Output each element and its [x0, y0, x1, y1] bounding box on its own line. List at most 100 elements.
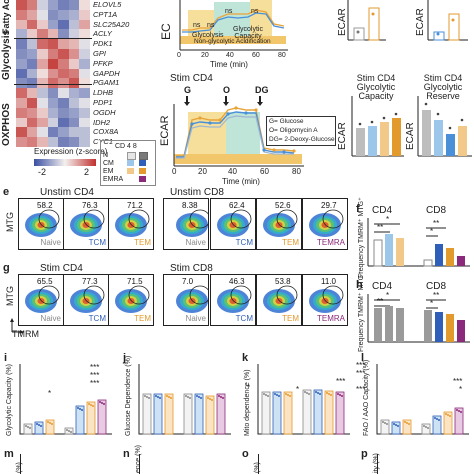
ecar-ylabel: ECAR: [337, 8, 348, 36]
gene-label: SLC25A20: [93, 19, 130, 29]
subset-label: Naive: [185, 238, 206, 247]
gate-percentage: 11.0: [321, 277, 336, 286]
subset-key-title: CD 4 8: [115, 143, 137, 150]
flow-density: [176, 285, 208, 313]
key-swatch: [127, 168, 134, 174]
axis-line: [258, 454, 259, 474]
data-point: [285, 393, 287, 395]
colorbar-tick-max: 2: [84, 167, 90, 177]
flow-plot: 29.7 TEMRA: [302, 198, 348, 250]
heatmap-cell: [47, 107, 59, 119]
heatmap-grid: [16, 0, 91, 148]
bar: [216, 393, 226, 435]
data-point: [49, 422, 51, 424]
flow-density: [115, 209, 150, 237]
bar: [392, 118, 401, 156]
gene-label: GAPDH: [93, 68, 120, 78]
data-point: [101, 402, 103, 404]
bar: [313, 389, 323, 435]
heatmap-cell: [68, 58, 80, 70]
arrow: [223, 96, 229, 106]
gate-circle: [322, 285, 344, 305]
bar: [385, 234, 393, 266]
bar: [424, 310, 432, 342]
data-point: [458, 410, 460, 412]
data-point: [341, 395, 343, 397]
data-point: [92, 405, 94, 407]
data-point: [306, 392, 308, 394]
heatmap-cell: [37, 78, 49, 89]
flow-density: [70, 285, 105, 313]
flow-density: [25, 285, 60, 313]
heatmap-cell: [16, 117, 28, 128]
data-point: [393, 423, 395, 425]
legend-oligomycin: O= Oligomycin A: [269, 127, 318, 134]
sig-star: *: [430, 299, 434, 308]
data-point: [274, 393, 276, 395]
bar: [302, 389, 312, 435]
sig-star: *: [459, 385, 463, 394]
bar: [446, 134, 455, 156]
bar: [434, 120, 443, 156]
axis-arrows: [10, 318, 24, 334]
panel-letter-l: l: [361, 352, 365, 364]
heatmap-cell: [79, 107, 91, 119]
data-point: [287, 394, 289, 396]
trace-line: [182, 12, 285, 33]
data-point: [326, 392, 328, 394]
data-point: [185, 395, 187, 397]
injection-dg: DG: [255, 85, 269, 95]
panel-letter-h: h: [356, 279, 363, 291]
flow-density: [309, 285, 344, 313]
heatmap-cell: [47, 68, 59, 79]
bar: [422, 110, 431, 156]
gene-list: ELOVL5 CPT1A SLC25A20 ACLY PDK1 GPI PFKP GAPDH P…: [93, 0, 153, 147]
bar: [435, 312, 443, 342]
flow-plot: 71.2 TEM: [108, 198, 154, 250]
data-point: [308, 393, 310, 395]
data-point: [103, 403, 105, 405]
data-point: [200, 397, 202, 399]
heatmap-cell: [16, 0, 28, 11]
data-point: [427, 427, 429, 429]
f-cd8-label: CD8: [426, 205, 447, 216]
bar: [457, 320, 465, 342]
heatmap-cell: [26, 58, 38, 70]
gate-circle: [38, 209, 60, 229]
group-divider: [14, 84, 92, 85]
bottom-bar-chart: [376, 364, 469, 435]
data-point: [267, 395, 269, 397]
heatmap-panel: Fatty Acid Glycolysis OXPHOS ELOVL5 CPT1A…: [0, 0, 160, 180]
data-point: [99, 401, 101, 403]
heatmap-cell: [16, 88, 28, 99]
top-xtick: 80: [278, 52, 286, 59]
panel-letter-i: i: [4, 352, 8, 364]
heatmap-cell: [58, 68, 70, 79]
ns-label: ns: [225, 8, 233, 15]
heatmap-cell: [68, 39, 80, 50]
data-point: [146, 396, 148, 398]
heatmap-cell: [16, 19, 28, 30]
heatmap-cell: [68, 0, 80, 11]
heatmap-cell: [79, 127, 91, 138]
gene-label: ACLY: [93, 29, 112, 39]
flow-density: [176, 209, 208, 237]
legend-2dg: DG= 2-Deoxy-Glucose: [269, 136, 335, 143]
data-point: [68, 430, 70, 432]
heatmap-cell: [79, 29, 91, 40]
heatmap-cell: [68, 68, 80, 79]
gene-label: PFKP: [93, 58, 113, 68]
heatmap-cell: [37, 29, 49, 40]
heatmap-cell: [58, 98, 70, 109]
gate-percentage: 71.5: [127, 277, 143, 286]
data-point: [66, 429, 68, 431]
bottom-row2-panels: m(%)nence (%)o(%)pity (%): [0, 445, 474, 474]
ns-label: ns: [193, 22, 201, 29]
heatmap-cell: [26, 107, 38, 119]
bottom-ylabel: Glucose Dependence (%): [125, 355, 132, 436]
subset-key-row: EM: [103, 168, 114, 175]
heatmap-cell: [37, 137, 49, 148]
gate-percentage: 65.5: [37, 277, 53, 286]
trace-line: [176, 115, 294, 159]
heatmap-cell: [68, 137, 80, 148]
